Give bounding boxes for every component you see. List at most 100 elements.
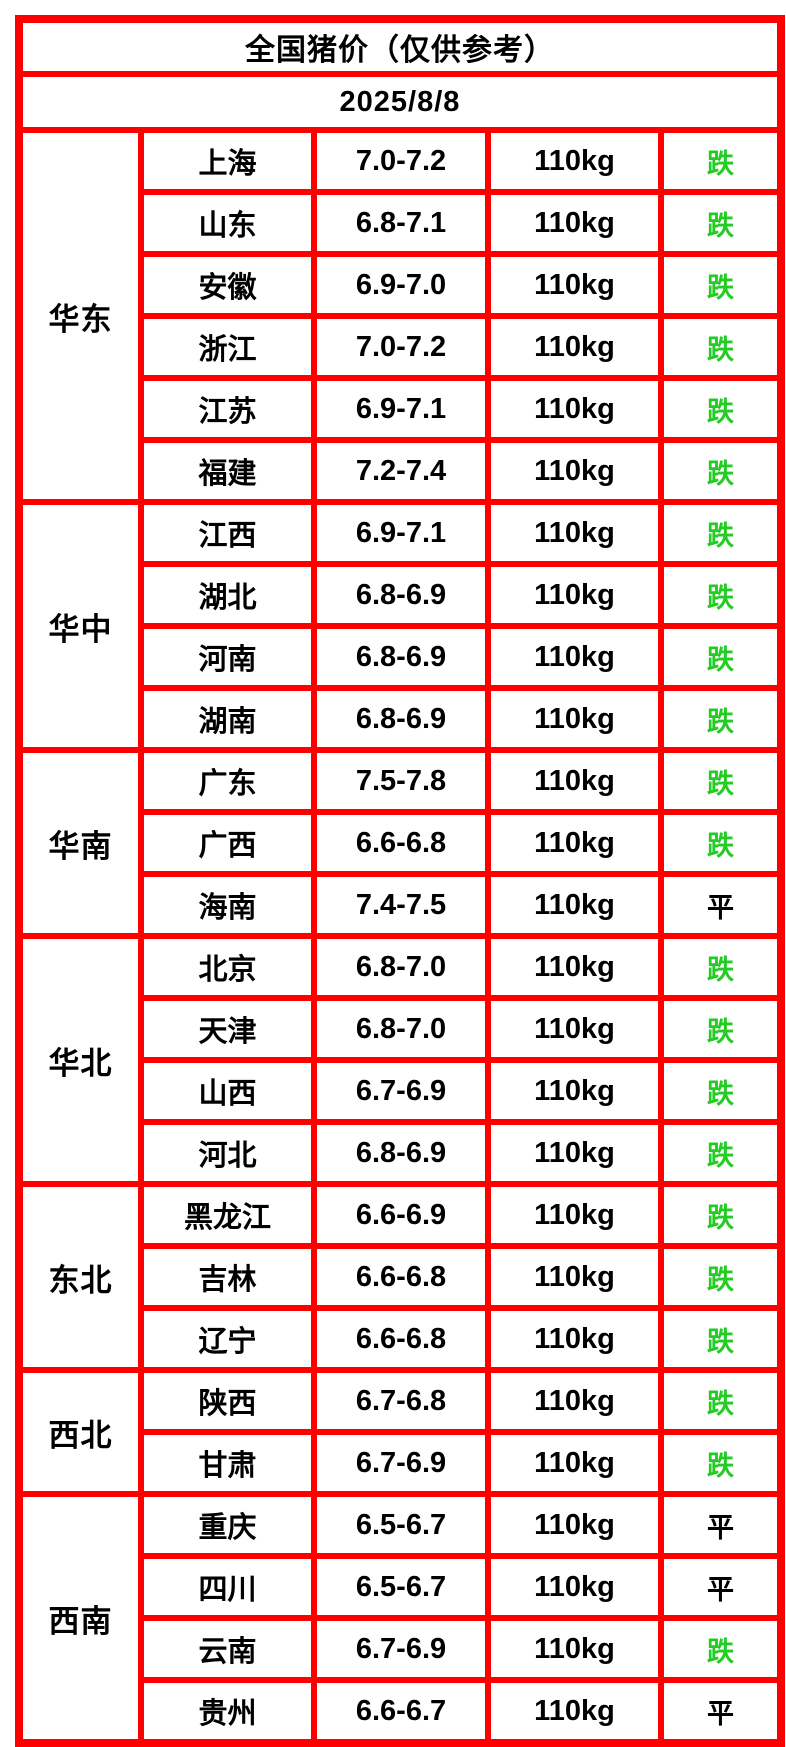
province-cell: 甘肃 <box>138 1429 317 1497</box>
province-cell: 山西 <box>138 1057 317 1125</box>
weight-cell: 110kg <box>485 437 664 505</box>
table-row: 湖北 6.8-6.9 110kg 跌 <box>19 561 784 629</box>
pig-price-table: 全国猪价（仅供参考） 2025/8/8 华东 上海 7.0-7.2 110kg 跌山东 6… <box>15 15 785 1747</box>
price-cell: 6.8-6.9 <box>311 561 491 629</box>
price-cell: 6.7-6.9 <box>311 1429 491 1497</box>
status-cell: 跌 <box>658 809 784 877</box>
table-row: 山东 6.8-7.1 110kg 跌 <box>19 189 784 257</box>
weight-cell: 110kg <box>485 313 664 381</box>
region-cell: 西北 <box>16 1367 144 1497</box>
price-cell: 6.8-7.1 <box>311 189 491 257</box>
weight-cell: 110kg <box>485 809 664 877</box>
status-cell: 跌 <box>658 623 784 691</box>
status-cell: 跌 <box>658 1057 784 1125</box>
price-cell: 7.5-7.8 <box>311 747 491 815</box>
province-cell: 河北 <box>138 1119 317 1187</box>
province-cell: 海南 <box>138 871 317 939</box>
price-cell: 6.9-7.1 <box>311 499 491 567</box>
province-cell: 安徽 <box>138 251 317 319</box>
weight-cell: 110kg <box>485 685 664 753</box>
table-row: 吉林 6.6-6.8 110kg 跌 <box>19 1243 784 1311</box>
table-row: 安徽 6.9-7.0 110kg 跌 <box>19 251 784 319</box>
weight-cell: 110kg <box>485 623 664 691</box>
price-cell: 6.7-6.9 <box>311 1057 491 1125</box>
table-row: 天津 6.8-7.0 110kg 跌 <box>19 995 784 1063</box>
table-row: 四川 6.5-6.7 110kg 平 <box>19 1553 784 1621</box>
province-cell: 河南 <box>138 623 317 691</box>
price-cell: 6.9-7.1 <box>311 375 491 443</box>
province-cell: 黑龙江 <box>138 1181 317 1249</box>
weight-cell: 110kg <box>485 1491 664 1559</box>
weight-cell: 110kg <box>485 127 664 195</box>
table-date: 2025/8/8 <box>16 71 784 133</box>
table-row: 华东 上海 7.0-7.2 110kg 跌 <box>16 127 784 505</box>
province-cell: 湖北 <box>138 561 317 629</box>
status-cell: 跌 <box>658 437 784 505</box>
status-cell: 平 <box>658 1491 784 1559</box>
province-cell: 福建 <box>138 437 317 505</box>
region-cell: 华中 <box>16 499 144 753</box>
price-cell: 6.5-6.7 <box>311 1553 491 1621</box>
status-cell: 平 <box>658 871 784 939</box>
province-cell: 辽宁 <box>138 1305 317 1373</box>
weight-cell: 110kg <box>485 1243 664 1311</box>
weight-cell: 110kg <box>485 1181 664 1249</box>
status-cell: 跌 <box>658 1429 784 1497</box>
status-cell: 跌 <box>658 1305 784 1373</box>
weight-cell: 110kg <box>485 933 664 1001</box>
table-row: 西南 重庆 6.5-6.7 110kg 平 <box>16 1491 784 1746</box>
weight-cell: 110kg <box>485 499 664 567</box>
price-cell: 6.8-6.9 <box>311 685 491 753</box>
price-cell: 6.6-6.8 <box>311 809 491 877</box>
weight-cell: 110kg <box>485 1615 664 1683</box>
table-row: 东北 黑龙江 6.6-6.9 110kg 跌 <box>16 1181 784 1373</box>
weight-cell: 110kg <box>485 1367 664 1435</box>
status-cell: 跌 <box>658 499 784 567</box>
province-cell: 山东 <box>138 189 317 257</box>
price-cell: 6.8-7.0 <box>311 995 491 1063</box>
status-cell: 跌 <box>658 1181 784 1249</box>
status-cell: 跌 <box>658 995 784 1063</box>
status-cell: 跌 <box>658 189 784 257</box>
price-cell: 6.8-6.9 <box>311 1119 491 1187</box>
region-cell: 华东 <box>16 127 144 505</box>
table-row: 浙江 7.0-7.2 110kg 跌 <box>19 313 784 381</box>
price-cell: 7.2-7.4 <box>311 437 491 505</box>
table-row: 河南 6.8-6.9 110kg 跌 <box>19 623 784 691</box>
weight-cell: 110kg <box>485 375 664 443</box>
status-cell: 跌 <box>658 1243 784 1311</box>
province-cell: 江苏 <box>138 375 317 443</box>
weight-cell: 110kg <box>485 995 664 1063</box>
province-cell: 广东 <box>138 747 317 815</box>
status-cell: 跌 <box>658 685 784 753</box>
title-row: 全国猪价（仅供参考） <box>16 16 784 77</box>
status-cell: 跌 <box>658 1119 784 1187</box>
price-cell: 7.0-7.2 <box>311 127 491 195</box>
price-cell: 7.4-7.5 <box>311 871 491 939</box>
status-cell: 跌 <box>658 375 784 443</box>
weight-cell: 110kg <box>485 1057 664 1125</box>
table-row: 山西 6.7-6.9 110kg 跌 <box>19 1057 784 1125</box>
price-table-body: 全国猪价（仅供参考） 2025/8/8 华东 上海 7.0-7.2 110kg 跌山东 6… <box>16 16 784 1746</box>
province-cell: 江西 <box>138 499 317 567</box>
table-row: 海南 7.4-7.5 110kg 平 <box>19 871 784 939</box>
status-cell: 跌 <box>658 1615 784 1683</box>
date-row: 2025/8/8 <box>16 71 784 133</box>
weight-cell: 110kg <box>485 1119 664 1187</box>
region-cell: 华南 <box>16 747 144 939</box>
province-cell: 重庆 <box>138 1491 317 1559</box>
region-cell: 西南 <box>16 1491 144 1746</box>
province-cell: 陕西 <box>138 1367 317 1435</box>
weight-cell: 110kg <box>485 871 664 939</box>
price-cell: 6.6-6.9 <box>311 1181 491 1249</box>
table-row: 西北 陕西 6.7-6.8 110kg 跌 <box>16 1367 784 1497</box>
weight-cell: 110kg <box>485 561 664 629</box>
table-row: 辽宁 6.6-6.8 110kg 跌 <box>19 1305 784 1373</box>
status-cell: 跌 <box>658 561 784 629</box>
status-cell: 跌 <box>658 933 784 1001</box>
table-row: 福建 7.2-7.4 110kg 跌 <box>19 437 784 505</box>
province-cell: 广西 <box>138 809 317 877</box>
table-row: 云南 6.7-6.9 110kg 跌 <box>19 1615 784 1683</box>
table-row: 华中 江西 6.9-7.1 110kg 跌 <box>16 499 784 753</box>
province-cell: 四川 <box>138 1553 317 1621</box>
